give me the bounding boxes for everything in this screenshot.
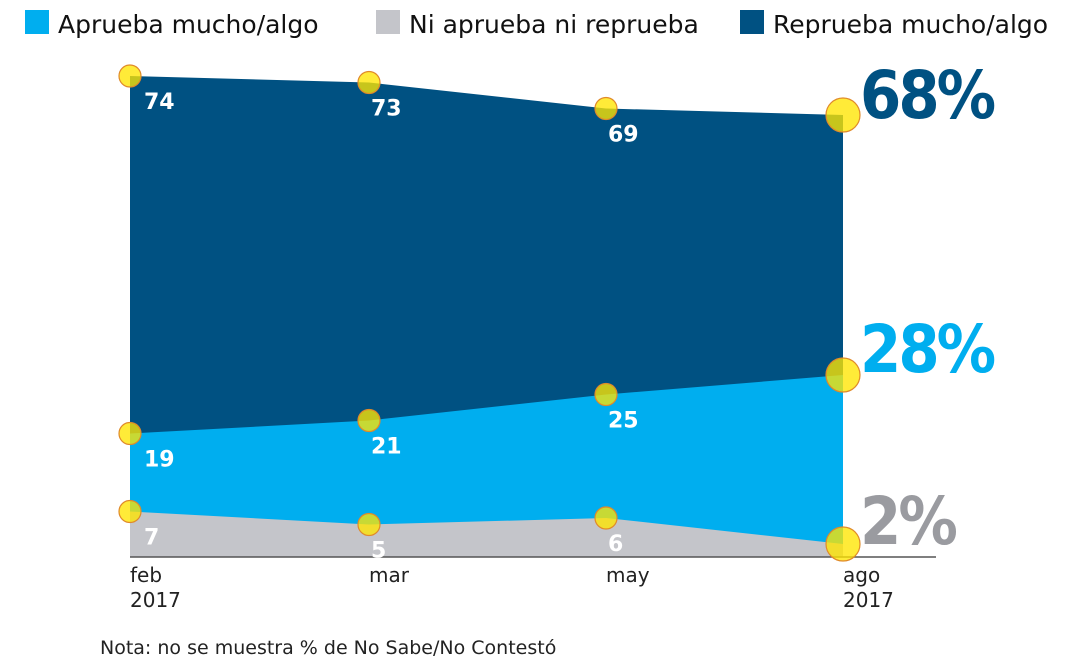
data-point bbox=[825, 526, 861, 562]
area-1 bbox=[130, 375, 843, 557]
data-label: 69 bbox=[608, 123, 639, 148]
legend-label: Ni aprueba ni reprueba bbox=[409, 10, 699, 39]
final-value-label: 2% bbox=[860, 483, 956, 560]
x-tick-year: 2017 bbox=[843, 588, 894, 612]
data-label: 7 bbox=[144, 526, 159, 551]
legend-swatch bbox=[25, 10, 49, 34]
legend-swatch bbox=[740, 10, 764, 34]
data-point bbox=[357, 70, 381, 95]
data-point bbox=[357, 408, 381, 433]
data-point bbox=[594, 382, 618, 407]
final-value-label: 28% bbox=[860, 311, 995, 388]
legend: Aprueba mucho/algo Ni aprueba ni reprueba… bbox=[25, 10, 1048, 39]
data-point bbox=[118, 499, 142, 524]
data-point bbox=[594, 506, 618, 530]
data-point bbox=[357, 512, 381, 537]
area-2 bbox=[130, 511, 843, 557]
x-tick-label: ago bbox=[843, 563, 880, 587]
x-tick-label: feb bbox=[130, 563, 162, 587]
legend-label: Reprueba mucho/algo bbox=[773, 10, 1048, 39]
x-tick-year: 2017 bbox=[130, 588, 181, 612]
data-label: 5 bbox=[371, 539, 386, 564]
data-label: 25 bbox=[608, 409, 639, 434]
legend-label: Aprueba mucho/algo bbox=[58, 10, 319, 39]
final-value-label: 68% bbox=[860, 57, 995, 134]
x-tick-label: may bbox=[606, 563, 650, 587]
markers: 74 73 69 68% 19 21 25 28% 7 5 6 2% bbox=[118, 57, 998, 564]
legend-swatch bbox=[376, 10, 400, 34]
data-point bbox=[825, 357, 861, 393]
data-label: 74 bbox=[144, 90, 175, 115]
data-point bbox=[118, 64, 142, 88]
data-point bbox=[118, 421, 142, 446]
x-tick-label: mar bbox=[369, 563, 410, 587]
data-point bbox=[825, 97, 861, 133]
data-label: 19 bbox=[144, 448, 175, 473]
areas bbox=[130, 76, 843, 557]
data-point bbox=[594, 96, 618, 121]
data-label: 21 bbox=[371, 435, 402, 460]
data-label: 6 bbox=[608, 532, 623, 557]
note: Nota: no se muestra % de No Sabe/No Cont… bbox=[100, 637, 556, 659]
data-label: 73 bbox=[371, 97, 402, 122]
